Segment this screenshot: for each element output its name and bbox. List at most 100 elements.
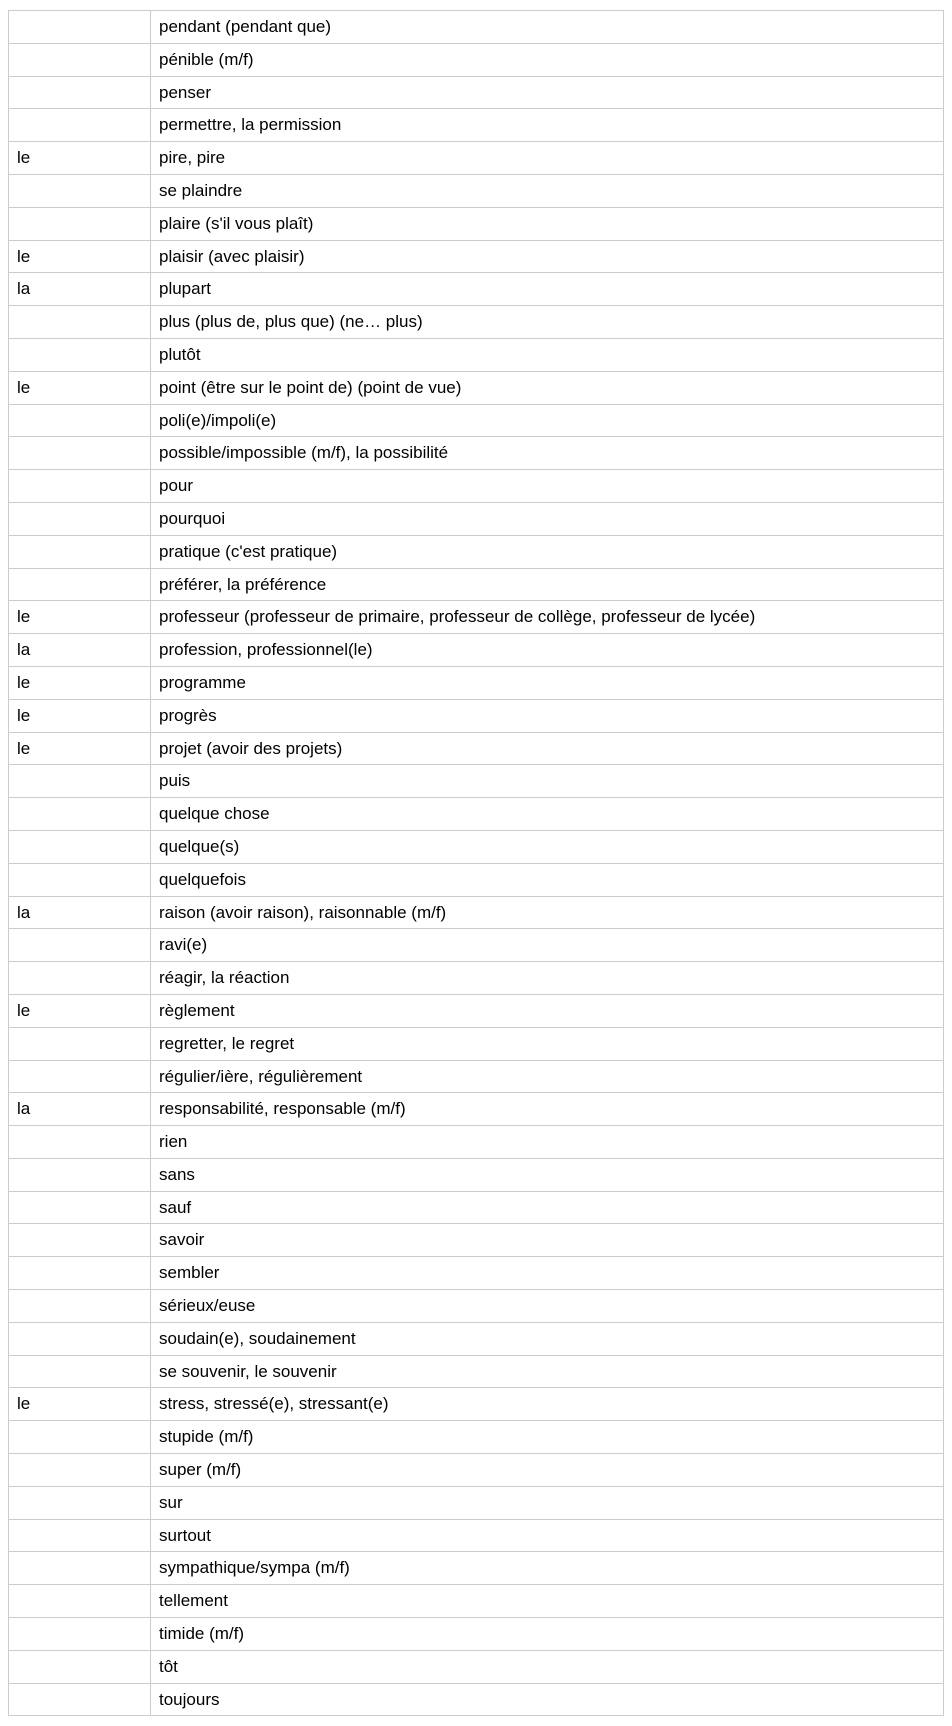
article-cell: [9, 404, 151, 437]
article-cell: [9, 1454, 151, 1487]
table-row: lestress, stressé(e), stressant(e): [9, 1388, 944, 1421]
word-cell: responsabilité, responsable (m/f): [151, 1093, 944, 1126]
table-row: regretter, le regret: [9, 1027, 944, 1060]
page-container: pendant (pendant que)pénible (m/f)penser…: [0, 0, 952, 1726]
word-cell: rien: [151, 1126, 944, 1159]
table-row: quelque chose: [9, 798, 944, 831]
article-cell: [9, 1191, 151, 1224]
word-cell: sur: [151, 1486, 944, 1519]
table-row: puis: [9, 765, 944, 798]
table-row: régulier/ière, régulièrement: [9, 1060, 944, 1093]
table-row: pour: [9, 470, 944, 503]
table-row: poli(e)/impoli(e): [9, 404, 944, 437]
word-cell: timide (m/f): [151, 1618, 944, 1651]
table-row: sembler: [9, 1257, 944, 1290]
word-cell: programme: [151, 666, 944, 699]
word-cell: règlement: [151, 994, 944, 1027]
article-cell: [9, 11, 151, 44]
table-row: leplaisir (avec plaisir): [9, 240, 944, 273]
article-cell: [9, 1257, 151, 1290]
article-cell: la: [9, 896, 151, 929]
table-row: soudain(e), soudainement: [9, 1322, 944, 1355]
article-cell: [9, 1486, 151, 1519]
word-cell: sauf: [151, 1191, 944, 1224]
table-row: pratique (c'est pratique): [9, 535, 944, 568]
word-cell: quelque(s): [151, 830, 944, 863]
word-cell: plaisir (avec plaisir): [151, 240, 944, 273]
article-cell: [9, 765, 151, 798]
word-cell: réagir, la réaction: [151, 962, 944, 995]
article-cell: le: [9, 699, 151, 732]
table-row: tôt: [9, 1650, 944, 1683]
table-row: leprofesseur (professeur de primaire, pr…: [9, 601, 944, 634]
article-cell: [9, 568, 151, 601]
table-row: plaire (s'il vous plaît): [9, 207, 944, 240]
table-row: leprojet (avoir des projets): [9, 732, 944, 765]
article-cell: le: [9, 371, 151, 404]
table-row: sur: [9, 1486, 944, 1519]
article-cell: [9, 338, 151, 371]
table-row: stupide (m/f): [9, 1421, 944, 1454]
table-row: lepoint (être sur le point de) (point de…: [9, 371, 944, 404]
word-cell: quelquefois: [151, 863, 944, 896]
article-cell: [9, 306, 151, 339]
article-cell: [9, 1322, 151, 1355]
table-row: possible/impossible (m/f), la possibilit…: [9, 437, 944, 470]
table-row: quelquefois: [9, 863, 944, 896]
article-cell: [9, 1683, 151, 1716]
table-row: laresponsabilité, responsable (m/f): [9, 1093, 944, 1126]
article-cell: le: [9, 666, 151, 699]
word-cell: projet (avoir des projets): [151, 732, 944, 765]
word-cell: tellement: [151, 1585, 944, 1618]
word-cell: préférer, la préférence: [151, 568, 944, 601]
word-cell: sérieux/euse: [151, 1290, 944, 1323]
vocabulary-table: pendant (pendant que)pénible (m/f)penser…: [8, 10, 944, 1716]
word-cell: profession, professionnel(le): [151, 634, 944, 667]
word-cell: pénible (m/f): [151, 43, 944, 76]
table-row: tellement: [9, 1585, 944, 1618]
word-cell: stupide (m/f): [151, 1421, 944, 1454]
table-row: plus (plus de, plus que) (ne… plus): [9, 306, 944, 339]
word-cell: pendant (pendant que): [151, 11, 944, 44]
word-cell: professeur (professeur de primaire, prof…: [151, 601, 944, 634]
article-cell: le: [9, 142, 151, 175]
article-cell: [9, 1158, 151, 1191]
word-cell: se plaindre: [151, 174, 944, 207]
article-cell: [9, 207, 151, 240]
article-cell: [9, 1618, 151, 1651]
article-cell: [9, 863, 151, 896]
article-cell: [9, 502, 151, 535]
article-cell: le: [9, 732, 151, 765]
word-cell: plutôt: [151, 338, 944, 371]
word-cell: stress, stressé(e), stressant(e): [151, 1388, 944, 1421]
table-row: leprogrès: [9, 699, 944, 732]
table-row: réagir, la réaction: [9, 962, 944, 995]
word-cell: raison (avoir raison), raisonnable (m/f): [151, 896, 944, 929]
table-row: lerèglement: [9, 994, 944, 1027]
article-cell: [9, 1519, 151, 1552]
article-cell: la: [9, 634, 151, 667]
article-cell: [9, 929, 151, 962]
word-cell: pour: [151, 470, 944, 503]
word-cell: surtout: [151, 1519, 944, 1552]
table-row: surtout: [9, 1519, 944, 1552]
word-cell: super (m/f): [151, 1454, 944, 1487]
word-cell: progrès: [151, 699, 944, 732]
word-cell: puis: [151, 765, 944, 798]
article-cell: [9, 1421, 151, 1454]
table-row: se plaindre: [9, 174, 944, 207]
table-row: sans: [9, 1158, 944, 1191]
article-cell: [9, 76, 151, 109]
table-row: lepire, pire: [9, 142, 944, 175]
table-row: penser: [9, 76, 944, 109]
word-cell: pratique (c'est pratique): [151, 535, 944, 568]
article-cell: [9, 830, 151, 863]
article-cell: le: [9, 601, 151, 634]
word-cell: sembler: [151, 1257, 944, 1290]
table-row: pourquoi: [9, 502, 944, 535]
table-row: ravi(e): [9, 929, 944, 962]
word-cell: tôt: [151, 1650, 944, 1683]
article-cell: [9, 1650, 151, 1683]
table-row: pendant (pendant que): [9, 11, 944, 44]
word-cell: pourquoi: [151, 502, 944, 535]
